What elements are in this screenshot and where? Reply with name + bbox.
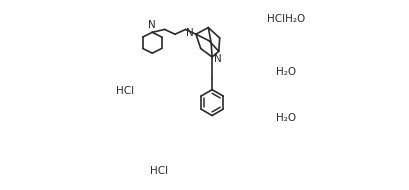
Text: H₂O: H₂O <box>276 113 296 123</box>
Text: HCl: HCl <box>150 166 168 176</box>
Text: HClH₂O: HClH₂O <box>267 14 306 24</box>
Text: HCl: HCl <box>116 86 134 96</box>
Text: N: N <box>214 54 222 64</box>
Text: H₂O: H₂O <box>276 67 296 77</box>
Text: N: N <box>148 20 156 30</box>
Text: N: N <box>187 28 194 38</box>
